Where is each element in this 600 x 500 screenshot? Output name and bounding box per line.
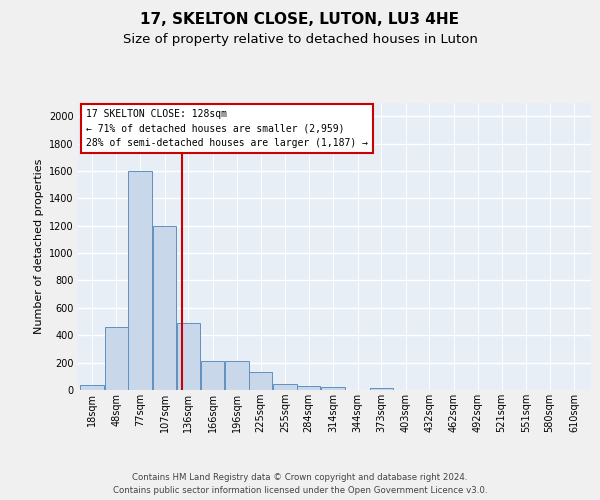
Text: 17 SKELTON CLOSE: 128sqm
← 71% of detached houses are smaller (2,959)
28% of sem: 17 SKELTON CLOSE: 128sqm ← 71% of detach… — [86, 108, 368, 148]
Text: Contains HM Land Registry data © Crown copyright and database right 2024.
Contai: Contains HM Land Registry data © Crown c… — [113, 474, 487, 495]
Bar — [201, 361, 224, 390]
Y-axis label: Number of detached properties: Number of detached properties — [34, 158, 44, 334]
Text: Size of property relative to detached houses in Luton: Size of property relative to detached ho… — [122, 32, 478, 46]
Bar — [176, 323, 200, 390]
Bar — [249, 372, 272, 390]
Bar — [370, 388, 393, 390]
Bar — [274, 384, 296, 390]
Bar — [105, 327, 128, 390]
Bar — [322, 388, 344, 390]
Text: 17, SKELTON CLOSE, LUTON, LU3 4HE: 17, SKELTON CLOSE, LUTON, LU3 4HE — [140, 12, 460, 28]
Bar — [153, 226, 176, 390]
Bar — [128, 171, 152, 390]
Bar — [80, 385, 104, 390]
Bar — [297, 386, 320, 390]
Bar — [226, 361, 248, 390]
